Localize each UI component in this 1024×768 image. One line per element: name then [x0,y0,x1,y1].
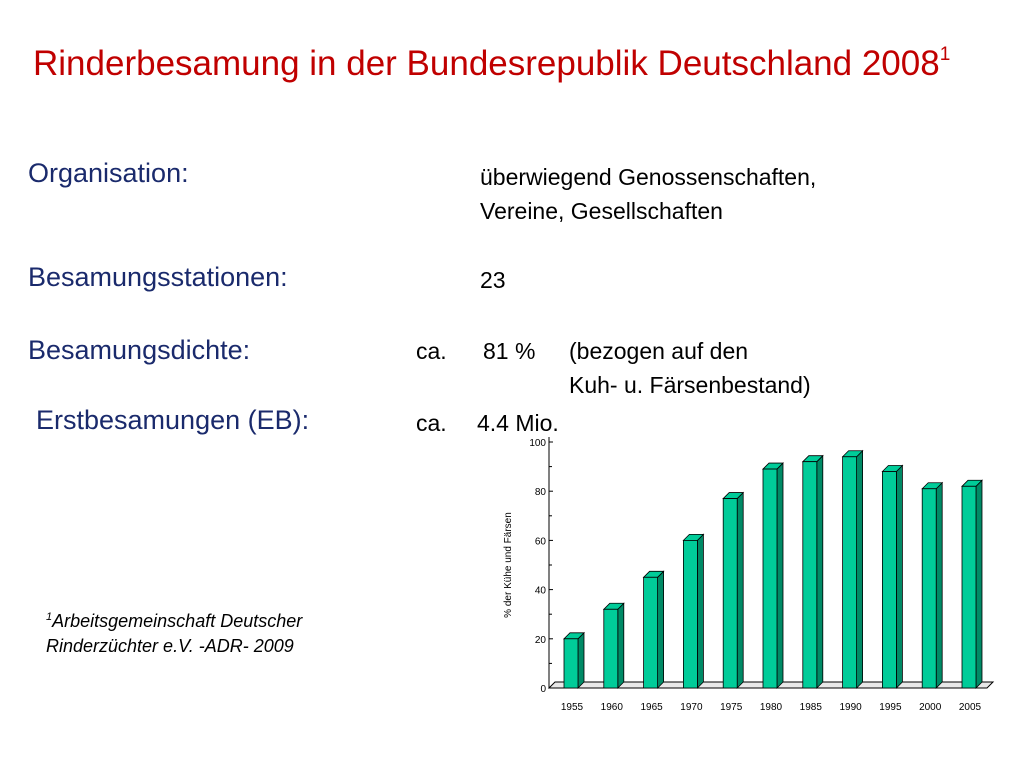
footnote-line1-text: Arbeitsgemeinschaft Deutscher [52,611,303,631]
bar-side [856,449,864,689]
bar-side [935,481,943,689]
x-tick-label: 1995 [879,702,902,713]
y-tick-label: 20 [535,635,547,646]
bar-side [577,631,585,689]
slide-title: Rinderbesamung in der Bundesrepublik Deu… [33,44,950,84]
y-axis-label: % der Kühe und Färsen [503,512,514,618]
bar [842,456,858,689]
x-tick-label: 2005 [959,702,982,713]
value-organisation-line1: überwiegend Genossenschaften, [480,164,817,190]
bar-side [776,462,784,689]
label-besamungsdichte: Besamungsdichte: [28,335,251,365]
bar [802,461,818,689]
prefix-erstbesamungen: ca. [416,410,447,436]
value-erstbesamungen: 4.4 Mio. [477,410,559,436]
value-organisation-line2: Vereine, Gesellschaften [480,198,723,224]
bar [682,540,698,689]
bar-side [816,454,824,689]
bar-side [975,479,983,689]
x-tick-label: 2000 [919,702,942,713]
x-tick-label: 1955 [561,702,584,713]
bar [563,638,579,689]
footnote-marker: 1 [46,611,53,623]
bar-side [736,491,744,689]
bar-chart: 0 20 40 60 80 100 % der Kühe und Färsen 1955 196… [503,437,995,713]
footnote: 1Arbeitsgemeinschaft Deutscher Rinderzüc… [46,605,302,659]
x-tick-label: 1970 [680,702,703,713]
bar-side [696,533,704,689]
y-tick-label: 80 [535,487,547,498]
value-besamungsdichte: 81 % [483,338,536,364]
bar [881,471,897,689]
y-tick-label: 0 [540,684,546,695]
bar [603,608,619,689]
label-erstbesamungen: Erstbesamungen (EB): [36,405,310,435]
y-tick-label: 60 [535,536,547,547]
bar-side [895,464,903,689]
y-tick-label: 40 [535,586,547,597]
label-organisation: Organisation: [28,158,189,188]
prefix-besamungsdichte: ca. [416,338,447,364]
bar [961,485,977,689]
label-besamungsstationen: Besamungsstationen: [28,262,288,292]
footnote-line2: Rinderzüchter e.V. -ADR- 2009 [46,636,294,656]
x-tick-label: 1960 [601,702,624,713]
title-footnote-marker: 1 [939,44,951,66]
note-besamungsdichte-line2: Kuh- u. Färsenbestand) [569,372,811,398]
bar [921,488,937,689]
x-tick-label: 1990 [839,702,862,713]
value-besamungsstationen: 23 [480,267,506,293]
y-tick-label: 100 [529,438,546,449]
note-besamungsdichte-line1: (bezogen auf den [569,338,749,364]
bar [722,498,738,689]
x-tick-label: 1985 [800,702,823,713]
bar-side [617,602,625,689]
x-tick-label: 1975 [720,702,743,713]
bar [762,468,778,689]
footnote-line1: 1Arbeitsgemeinschaft Deutscher [46,605,302,634]
x-tick-label: 1965 [640,702,663,713]
bar-side [657,570,665,689]
x-tick-label: 1980 [760,702,783,713]
slide-title-text: Rinderbesamung in der Bundesrepublik Deu… [33,44,940,83]
bar [643,576,659,689]
